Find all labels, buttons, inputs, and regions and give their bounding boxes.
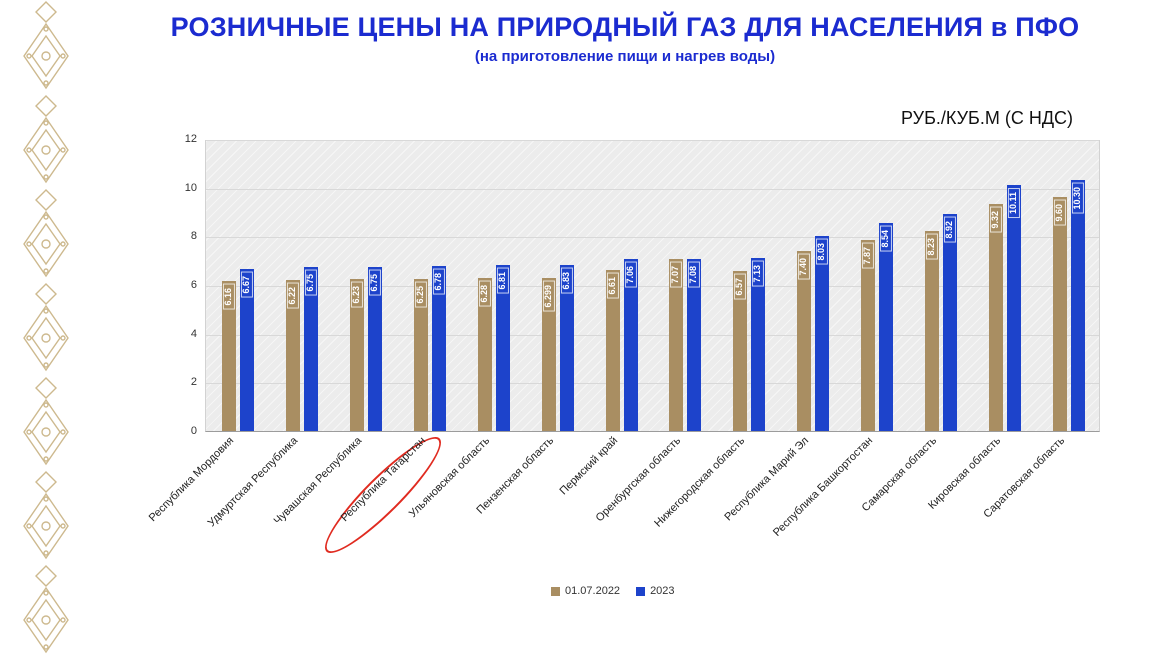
bar-01072022: 6.57 [733, 271, 748, 431]
bar-2023: 8.03 [815, 235, 830, 431]
bar-value-label: 7.87 [862, 242, 875, 269]
x-axis-label: Пермский край [557, 434, 620, 498]
bar-2023: 8.54 [879, 223, 894, 431]
bar-01072022: 6.23 [349, 279, 364, 431]
bar-2023: 6.83 [559, 264, 574, 431]
legend: 01.07.2022 2023 [551, 585, 675, 597]
bar-2023: 6.81 [495, 265, 510, 431]
bar-2023: 8.92 [943, 213, 958, 431]
bar-value-label: 6.16 [223, 284, 235, 310]
bar-value-label: 9.32 [990, 207, 1003, 233]
bar-01072022: 7.40 [797, 250, 812, 431]
legend-label-2023: 2023 [650, 585, 675, 597]
bar-01072022: 7.07 [669, 258, 684, 431]
bar-2023: 7.06 [623, 259, 638, 431]
unit-label: РУБ./КУБ.М (С НДС) [901, 108, 1073, 128]
legend-swatch-2022 [551, 586, 560, 596]
y-axis-tick-label: 0 [190, 425, 197, 437]
bar-value-label: 8.23 [926, 233, 939, 260]
bar-01072022: 9.60 [1053, 197, 1068, 431]
y-axis-tick-label: 12 [184, 133, 197, 145]
legend-swatch-2023 [636, 586, 646, 596]
bar-value-label: 6.22 [286, 282, 299, 309]
y-axis-tick-label: 4 [190, 327, 197, 340]
bar-2023: 6.78 [431, 266, 446, 431]
x-axis-label: Оренбургская область [594, 434, 684, 525]
bar-value-label: 6.81 [496, 268, 509, 294]
x-axis-label: Самарская область [859, 434, 940, 515]
bar-value-label: 8.03 [816, 238, 829, 265]
bar-value-label: 9.60 [1054, 200, 1066, 226]
bar-2023: 10.30 [1071, 180, 1086, 431]
bar-value-label: 10.11 [1008, 188, 1021, 219]
legend-item-2023: 2023 [636, 585, 675, 597]
ornament-border [16, 0, 76, 658]
bar-value-label: 8.92 [944, 216, 957, 243]
x-axis-label: Удмуртская Республика [205, 434, 301, 530]
legend-item-2022: 01.07.2022 [551, 585, 620, 597]
legend-label-2022: 01.07.2022 [565, 585, 621, 597]
bar-01072022: 6.16 [221, 281, 236, 431]
x-axis-label: Республика Татарстан [338, 434, 428, 525]
bar-01072022: 9.32 [989, 204, 1004, 431]
bar-value-label: 7.08 [688, 261, 701, 288]
x-axis-label: Кировская область [926, 434, 1004, 512]
gridline [206, 188, 1099, 190]
bar-value-label: 6.75 [368, 269, 381, 296]
bar-2023: 6.67 [239, 268, 254, 431]
x-axis-label: Саратовская область [981, 434, 1068, 521]
plot-area: 6.16 6.67 6.22 6.75 6.23 6.75 6.25 6.78 6.28 6.81… [205, 140, 1100, 432]
bar-01072022: 6.22 [285, 279, 300, 431]
bar-value-label: 6.75 [304, 269, 317, 296]
gridline [206, 286, 1099, 287]
bar-value-label: 6.61 [606, 273, 619, 299]
bar-01072022: 6.299 [541, 277, 556, 431]
gridline [206, 383, 1099, 385]
gridline [206, 334, 1099, 336]
y-axis-tick-label: 2 [190, 376, 197, 389]
page-title: РОЗНИЧНЫЕ ЦЕНЫ НА ПРИРОДНЫЙ ГАЗ ДЛЯ НАСЕ… [170, 12, 1080, 42]
bar-2023: 6.75 [303, 266, 318, 431]
bar-value-label: 6.83 [560, 267, 573, 294]
y-axis-tick-label: 6 [190, 279, 197, 291]
bar-01072022: 6.28 [477, 278, 492, 431]
x-axis-label: Республика Башкортостан [771, 434, 876, 539]
bar-value-label: 6.28 [478, 281, 491, 307]
bar-value-label: 6.299 [542, 280, 555, 312]
bar-value-label: 6.78 [432, 269, 445, 295]
bar-2023: 10.11 [1007, 185, 1022, 431]
bar-value-label: 8.54 [880, 226, 893, 252]
y-axis-tick-label: 10 [184, 181, 197, 194]
x-axis-label: Республика Марий Эл [722, 434, 812, 524]
bar-2023: 7.08 [687, 258, 702, 431]
bar-value-label: 7.40 [798, 253, 811, 280]
bar-01072022: 8.23 [925, 230, 940, 431]
bar-2023: 6.75 [367, 266, 382, 431]
bar-01072022: 6.25 [413, 278, 428, 431]
y-axis-tick-label: 8 [190, 230, 197, 243]
bar-value-label: 6.23 [350, 282, 363, 308]
gridline [206, 237, 1099, 239]
bar-value-label: 10.30 [1072, 183, 1084, 214]
bar-value-label: 7.13 [752, 260, 765, 287]
bar-2023: 7.13 [751, 257, 766, 431]
x-axis-label: Нижегородская область [652, 434, 748, 530]
bar-value-label: 6.57 [734, 274, 747, 300]
bar-value-label: 7.06 [624, 262, 637, 288]
bar-value-label: 6.67 [241, 271, 253, 298]
x-axis-label: Пензенская область [474, 434, 556, 517]
bar-value-label: 7.07 [670, 261, 683, 288]
page-subtitle: (на приготовление пищи и нагрев воды) [474, 48, 776, 65]
x-axis-label: Республика Мордовия [146, 434, 237, 525]
bar-01072022: 6.61 [605, 270, 620, 431]
bar-value-label: 6.25 [414, 281, 427, 308]
gridline [206, 140, 1099, 141]
bar-01072022: 7.87 [861, 239, 876, 431]
